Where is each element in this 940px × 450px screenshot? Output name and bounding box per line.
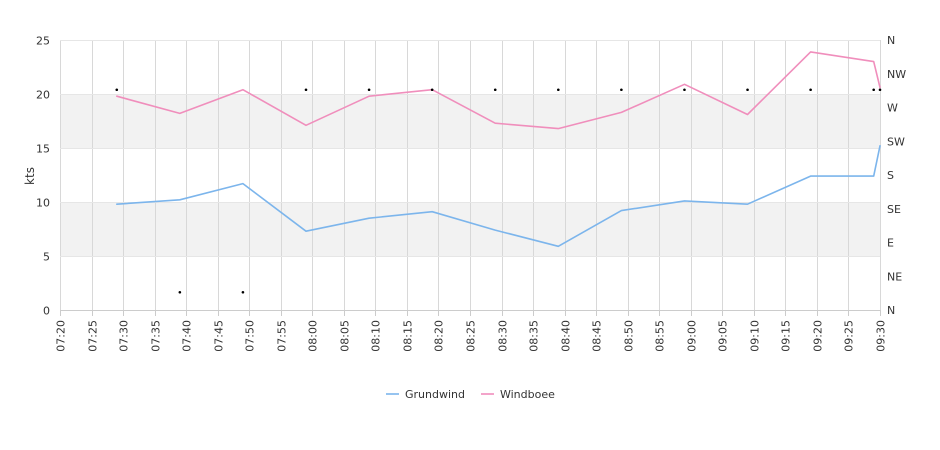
x-axis-ticks: 07:20 07:25 07:30 07:35 07:40 07:45 07:50 07:55… [55,310,888,352]
x-tick-label: 08:40 [560,320,573,352]
x-tick-label: 08:35 [528,320,541,352]
y-tick-label: 10 [36,197,50,210]
x-tick-label: 07:30 [118,320,131,352]
legend[interactable]: Grundwind Windboee [386,388,555,401]
x-tick-label: 09:05 [717,320,730,352]
x-tick-label: 08:50 [623,320,636,352]
x-tick-label: 09:30 [875,320,888,352]
x-tick-label: 09:25 [843,320,856,352]
vertical-gridlines [60,40,881,310]
direction-point [115,88,119,92]
series-lines [116,51,881,248]
direction-point [809,88,812,92]
y-tick-label: 15 [36,143,50,156]
direction-point [557,88,560,92]
direction-tick-label: SW [887,135,905,148]
x-tick-label: 09:20 [812,320,825,352]
direction-point [683,88,686,92]
direction-point [367,88,371,92]
x-tick-label: 07:50 [244,320,257,352]
x-tick-label: 08:30 [497,320,510,352]
x-tick-label: 07:25 [87,320,100,352]
direction-point [178,290,182,294]
x-tick-label: 07:40 [181,320,194,352]
direction-point [620,88,623,92]
x-tick-label: 08:25 [465,320,478,352]
y-tick-label: 25 [36,35,50,48]
x-tick-label: 08:20 [433,320,446,352]
direction-tick-label: SE [887,203,901,216]
x-tick-label: 08:00 [307,320,320,352]
series-line-windboee [116,51,881,130]
direction-tick-label: E [887,237,894,250]
direction-tick-label: NW [887,68,906,81]
direction-point [304,88,308,92]
x-tick-label: 07:20 [55,320,68,352]
y-tick-label: 20 [36,89,50,102]
legend-label: Grundwind [405,388,465,401]
x-tick-label: 08:10 [370,320,383,352]
x-tick-label: 08:05 [339,320,352,352]
x-tick-label: 08:45 [591,320,604,352]
direction-tick-label: S [887,169,894,182]
direction-markers [115,88,882,294]
x-tick-label: 08:15 [402,320,415,352]
direction-axis-ticks: N NE E SE S SW W NW N [887,34,906,317]
y-tick-label: 0 [43,305,50,318]
x-tick-label: 09:00 [686,320,699,352]
x-tick-label: 07:45 [213,320,226,352]
direction-point [241,290,245,294]
direction-tick-label: NE [887,270,902,283]
y-tick-label: 5 [43,251,50,264]
series-line-grundwind [116,145,881,248]
direction-tick-label: N [887,34,895,47]
direction-tick-label: W [887,102,898,115]
x-tick-label: 09:10 [749,320,762,352]
x-tick-label: 07:35 [150,320,163,352]
direction-tick-label: N [887,304,895,317]
direction-point [746,88,749,92]
direction-point [878,88,882,92]
direction-point [872,88,875,92]
x-tick-label: 09:15 [780,320,793,352]
legend-label: Windboee [500,388,555,401]
x-tick-label: 08:55 [654,320,667,352]
y-axis-title: kts [23,167,37,185]
direction-point [493,88,497,92]
y-axis-ticks: 0 5 10 15 20 25 [36,35,50,318]
x-tick-label: 07:55 [276,320,289,352]
direction-point [430,88,434,92]
